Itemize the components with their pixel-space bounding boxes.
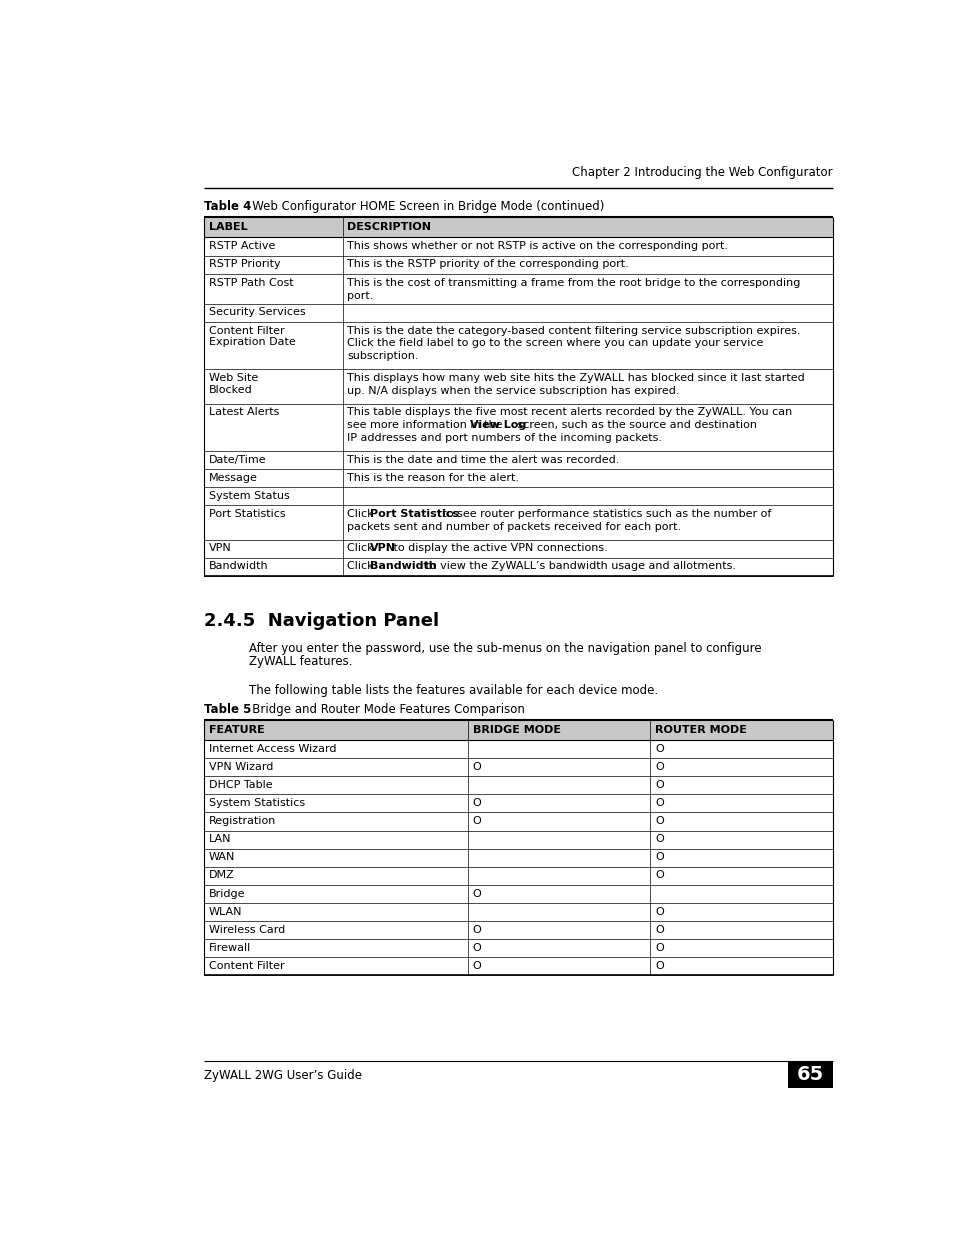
Text: to view the ZyWALL’s bandwidth usage and allotments.: to view the ZyWALL’s bandwidth usage and… bbox=[421, 562, 735, 572]
Text: Port Statistics: Port Statistics bbox=[370, 509, 458, 519]
Text: Web Configurator HOME Screen in Bridge Mode (continued): Web Configurator HOME Screen in Bridge M… bbox=[241, 200, 604, 212]
Text: WAN: WAN bbox=[209, 852, 234, 862]
Text: O: O bbox=[472, 888, 481, 899]
Bar bbox=[787, 1061, 832, 1088]
Text: Latest Alerts: Latest Alerts bbox=[209, 408, 279, 417]
Text: This is the date and time the alert was recorded.: This is the date and time the alert was … bbox=[347, 454, 618, 464]
Text: O: O bbox=[472, 925, 481, 935]
Text: Message: Message bbox=[209, 473, 257, 483]
Text: VPN Wizard: VPN Wizard bbox=[209, 762, 273, 772]
Text: View Log: View Log bbox=[470, 420, 526, 430]
Text: to see router performance statistics such as the number of: to see router performance statistics suc… bbox=[438, 509, 771, 519]
Text: 65: 65 bbox=[796, 1065, 823, 1084]
Text: O: O bbox=[654, 816, 663, 826]
Bar bbox=[204, 720, 832, 740]
Text: O: O bbox=[654, 852, 663, 862]
Text: Internet Access Wizard: Internet Access Wizard bbox=[209, 743, 335, 755]
Text: This shows whether or not RSTP is active on the corresponding port.: This shows whether or not RSTP is active… bbox=[347, 241, 727, 251]
Text: DHCP Table: DHCP Table bbox=[209, 781, 272, 790]
Text: Registration: Registration bbox=[209, 816, 275, 826]
Text: Click the field label to go to the screen where you can update your service: Click the field label to go to the scree… bbox=[347, 338, 762, 348]
Text: O: O bbox=[472, 762, 481, 772]
Text: System Status: System Status bbox=[209, 492, 289, 501]
Text: RSTP Priority: RSTP Priority bbox=[209, 259, 280, 269]
Text: O: O bbox=[654, 762, 663, 772]
Text: subscription.: subscription. bbox=[347, 351, 418, 361]
Text: O: O bbox=[654, 835, 663, 845]
Text: Bandwidth: Bandwidth bbox=[209, 562, 268, 572]
Text: O: O bbox=[654, 906, 663, 916]
Text: VPN: VPN bbox=[209, 543, 232, 553]
Text: Click: Click bbox=[347, 509, 376, 519]
Text: Table 4: Table 4 bbox=[204, 200, 252, 212]
Text: DMZ: DMZ bbox=[209, 871, 234, 881]
Text: O: O bbox=[654, 871, 663, 881]
Text: Content Filter: Content Filter bbox=[209, 961, 284, 971]
Text: up. N/A displays when the service subscription has expired.: up. N/A displays when the service subscr… bbox=[347, 385, 679, 396]
Text: DESCRIPTION: DESCRIPTION bbox=[347, 222, 431, 232]
Text: O: O bbox=[472, 798, 481, 808]
Text: Content Filter
Expiration Date: Content Filter Expiration Date bbox=[209, 326, 295, 347]
Text: ZyWALL features.: ZyWALL features. bbox=[249, 655, 352, 668]
Text: Wireless Card: Wireless Card bbox=[209, 925, 285, 935]
Text: ZyWALL 2WG User’s Guide: ZyWALL 2WG User’s Guide bbox=[204, 1068, 362, 1082]
Text: LABEL: LABEL bbox=[209, 222, 247, 232]
Text: 2.4.5  Navigation Panel: 2.4.5 Navigation Panel bbox=[204, 611, 439, 630]
Text: Date/Time: Date/Time bbox=[209, 454, 266, 464]
Text: Table 5: Table 5 bbox=[204, 703, 252, 715]
Text: Bandwidth: Bandwidth bbox=[370, 562, 436, 572]
Text: Bridge: Bridge bbox=[209, 888, 245, 899]
Text: RSTP Path Cost: RSTP Path Cost bbox=[209, 278, 293, 288]
Text: packets sent and number of packets received for each port.: packets sent and number of packets recei… bbox=[347, 522, 680, 532]
Text: VPN: VPN bbox=[370, 543, 395, 553]
Text: RSTP Active: RSTP Active bbox=[209, 241, 274, 251]
Text: WLAN: WLAN bbox=[209, 906, 242, 916]
Text: This is the reason for the alert.: This is the reason for the alert. bbox=[347, 473, 518, 483]
Text: Click: Click bbox=[347, 562, 376, 572]
Text: Port Statistics: Port Statistics bbox=[209, 509, 285, 519]
Text: Chapter 2 Introducing the Web Configurator: Chapter 2 Introducing the Web Configurat… bbox=[572, 165, 832, 179]
Text: Click: Click bbox=[347, 543, 376, 553]
Text: Web Site
Blocked: Web Site Blocked bbox=[209, 373, 257, 395]
Text: O: O bbox=[472, 961, 481, 971]
Text: O: O bbox=[654, 743, 663, 755]
Text: O: O bbox=[654, 961, 663, 971]
Text: O: O bbox=[654, 925, 663, 935]
Text: Table 5: Table 5 bbox=[204, 703, 252, 715]
Text: port.: port. bbox=[347, 290, 373, 301]
Text: O: O bbox=[654, 798, 663, 808]
Text: The following table lists the features available for each device mode.: The following table lists the features a… bbox=[249, 684, 657, 697]
Bar bbox=[204, 216, 832, 237]
Text: Security Services: Security Services bbox=[209, 308, 305, 317]
Text: This displays how many web site hits the ZyWALL has blocked since it last starte: This displays how many web site hits the… bbox=[347, 373, 804, 383]
Text: O: O bbox=[654, 942, 663, 952]
Text: O: O bbox=[654, 781, 663, 790]
Text: O: O bbox=[472, 942, 481, 952]
Text: O: O bbox=[472, 816, 481, 826]
Text: Firewall: Firewall bbox=[209, 942, 251, 952]
Text: LAN: LAN bbox=[209, 835, 231, 845]
Text: This table displays the five most recent alerts recorded by the ZyWALL. You can: This table displays the five most recent… bbox=[347, 408, 791, 417]
Text: Table 4: Table 4 bbox=[204, 200, 252, 212]
Text: FEATURE: FEATURE bbox=[209, 725, 264, 735]
Text: IP addresses and port numbers of the incoming packets.: IP addresses and port numbers of the inc… bbox=[347, 433, 661, 443]
Text: to display the active VPN connections.: to display the active VPN connections. bbox=[390, 543, 608, 553]
Text: Bridge and Router Mode Features Comparison: Bridge and Router Mode Features Comparis… bbox=[241, 703, 524, 715]
Text: This is the RSTP priority of the corresponding port.: This is the RSTP priority of the corresp… bbox=[347, 259, 628, 269]
Text: see more information in the: see more information in the bbox=[347, 420, 505, 430]
Text: BRIDGE MODE: BRIDGE MODE bbox=[472, 725, 560, 735]
Text: screen, such as the source and destination: screen, such as the source and destinati… bbox=[514, 420, 756, 430]
Text: This is the cost of transmitting a frame from the root bridge to the correspondi: This is the cost of transmitting a frame… bbox=[347, 278, 800, 288]
Text: After you enter the password, use the sub-menus on the navigation panel to confi: After you enter the password, use the su… bbox=[249, 642, 760, 656]
Text: System Statistics: System Statistics bbox=[209, 798, 305, 808]
Text: This is the date the category-based content filtering service subscription expir: This is the date the category-based cont… bbox=[347, 326, 800, 336]
Text: ROUTER MODE: ROUTER MODE bbox=[654, 725, 746, 735]
